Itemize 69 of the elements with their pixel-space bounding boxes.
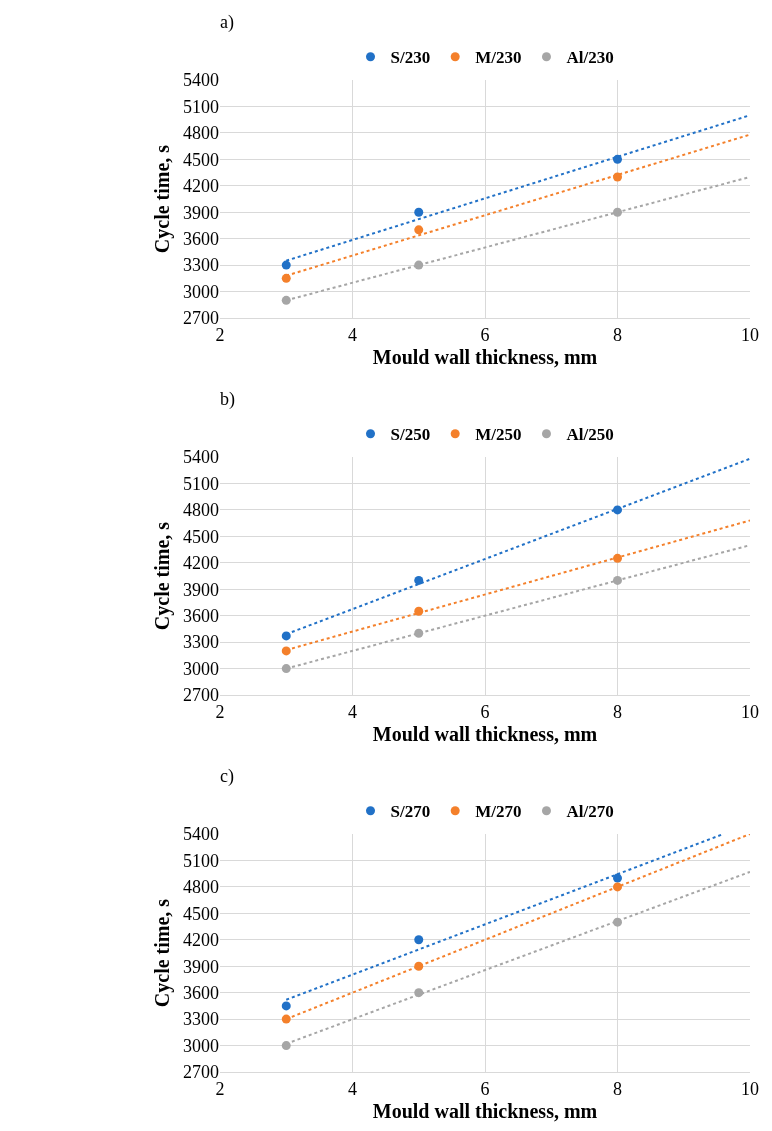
y-tick-label: 3600	[183, 228, 219, 249]
x-tick-label: 4	[348, 1078, 357, 1099]
legend-label: M/250	[475, 425, 522, 445]
chart-title: c)	[220, 765, 234, 787]
x-axis-title: Mould wall thickness, mm	[372, 723, 598, 746]
y-tick-label: 3000	[183, 281, 219, 302]
y-tick-label: 3900	[183, 579, 219, 600]
y-tick-label: 4200	[183, 553, 219, 574]
x-tick-label: 10	[741, 324, 759, 345]
x-axis-title: Mould wall thickness, mm	[372, 1100, 598, 1123]
y-tick-label: 5100	[183, 473, 219, 494]
legend-label: M/270	[475, 802, 522, 822]
y-tick-label: 3300	[183, 1009, 219, 1030]
point	[281, 260, 291, 270]
y-tick-label: 4800	[183, 123, 219, 144]
y-tick-label: 3900	[183, 956, 219, 977]
y-tick-label: 5100	[183, 96, 219, 117]
point	[281, 664, 291, 674]
y-axis-title: Cycle time, s	[150, 521, 174, 631]
y-tick-label: 5400	[183, 70, 219, 91]
y-tick-label: 4500	[183, 903, 219, 924]
y-tick-label: 3300	[183, 255, 219, 276]
y-tick-label: 3600	[183, 982, 219, 1003]
y-tick-label: 3300	[183, 632, 219, 653]
x-tick-label: 4	[348, 324, 357, 345]
legend-label: S/230	[390, 48, 431, 68]
y-tick-label: 3000	[183, 1035, 219, 1056]
point	[281, 1041, 291, 1051]
x-tick-label: 6	[480, 1078, 490, 1099]
y-axis-title: Cycle time, s	[150, 144, 174, 254]
legend-label: Al/250	[566, 425, 614, 445]
y-tick-label: 3600	[183, 605, 219, 626]
point	[414, 935, 424, 945]
y-tick-label: 4500	[183, 526, 219, 547]
legend-label: Al/270	[566, 802, 614, 822]
x-tick-label: 6	[480, 324, 490, 345]
chart-title: a)	[220, 11, 234, 33]
chart-title: b)	[220, 388, 235, 410]
y-tick-label: 4800	[183, 877, 219, 898]
legend-label: S/270	[390, 802, 431, 822]
x-tick-label: 10	[741, 1078, 759, 1099]
y-tick-label: 3000	[183, 658, 219, 679]
point	[281, 1001, 291, 1011]
point	[414, 225, 424, 235]
legend-label: M/230	[475, 48, 522, 68]
x-tick-label: 8	[613, 701, 622, 722]
y-tick-label: 4800	[183, 500, 219, 521]
x-tick-label: 8	[613, 324, 622, 345]
point	[613, 575, 622, 585]
y-tick-label: 4200	[183, 176, 219, 197]
point	[281, 295, 291, 305]
y-tick-label: 4500	[183, 149, 219, 170]
y-tick-label: 5400	[183, 447, 219, 468]
x-tick-label: 4	[348, 701, 357, 722]
point	[414, 207, 424, 217]
y-tick-label: 5400	[183, 824, 219, 845]
x-tick-label: 6	[480, 701, 490, 722]
x-axis-title: Mould wall thickness, mm	[372, 346, 598, 369]
y-tick-label: 4200	[183, 930, 219, 951]
y-tick-label: 5100	[183, 850, 219, 871]
legend-label: S/250	[390, 425, 431, 445]
point	[414, 575, 424, 585]
y-axis-title: Cycle time, s	[150, 898, 174, 1008]
x-tick-label: 8	[613, 1078, 622, 1099]
x-tick-label: 10	[741, 701, 759, 722]
point	[281, 273, 291, 283]
legend-label: Al/230	[566, 48, 614, 68]
y-tick-label: 3900	[183, 202, 219, 223]
point	[613, 553, 622, 563]
